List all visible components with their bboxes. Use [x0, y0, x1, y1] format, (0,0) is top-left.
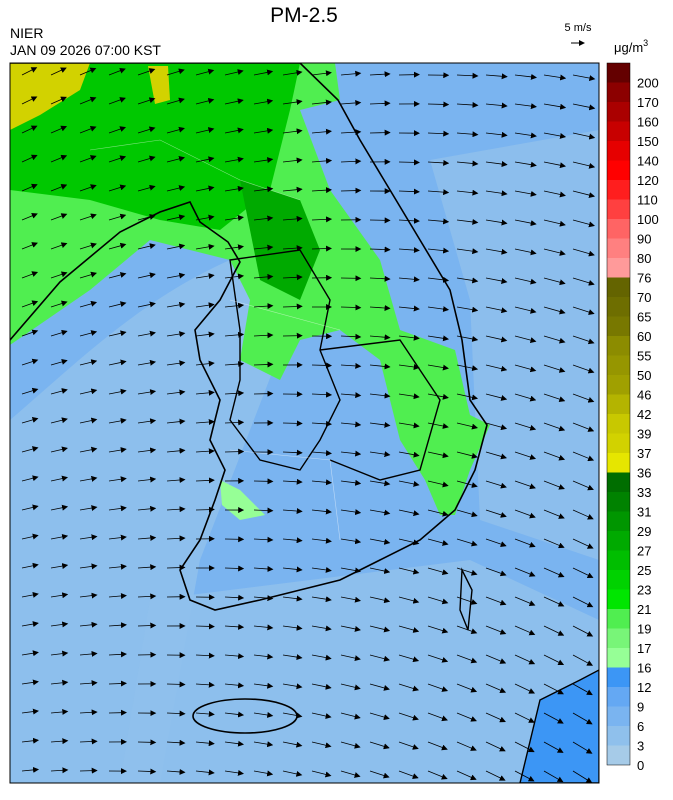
colorbar-segment — [607, 629, 630, 649]
unit-superscript: 3 — [643, 38, 648, 48]
colorbar-label: 160 — [637, 115, 659, 130]
colorbar-label: 55 — [637, 349, 651, 364]
colorbar-segment — [607, 63, 630, 83]
colorbar-segment — [607, 687, 630, 707]
colorbar-label: 29 — [637, 524, 651, 539]
colorbar-segment — [607, 551, 630, 571]
colorbar-label: 36 — [637, 466, 651, 481]
colorbar-segment — [607, 512, 630, 532]
wind-arrow — [283, 423, 302, 424]
colorbar-label: 25 — [637, 563, 651, 578]
colorbar-label: 39 — [637, 427, 651, 442]
colorbar-segment — [607, 336, 630, 356]
colorbar-label: 31 — [637, 505, 651, 520]
wind-arrow — [196, 509, 214, 510]
colorbar-segment — [607, 726, 630, 746]
colorbar: 0369121617192123252729313336373942465055… — [607, 63, 659, 773]
colorbar-segment — [607, 356, 630, 376]
unit-base: μg/m — [614, 40, 643, 55]
colorbar-label: 6 — [637, 719, 644, 734]
colorbar-label: 12 — [637, 680, 651, 695]
colorbar-label: 140 — [637, 154, 659, 169]
colorbar-segment — [607, 375, 630, 395]
colorbar-label: 200 — [637, 76, 659, 91]
colorbar-segment — [607, 590, 630, 610]
colorbar-label: 3 — [637, 739, 644, 754]
colorbar-label: 90 — [637, 232, 651, 247]
colorbar-segment — [607, 161, 630, 181]
wind-scale-label: 5 m/s — [565, 22, 592, 34]
colorbar-label: 80 — [637, 251, 651, 266]
colorbar-segment — [607, 395, 630, 415]
colorbar-segment — [607, 434, 630, 454]
colorbar-label: 60 — [637, 329, 651, 344]
colorbar-label: 100 — [637, 212, 659, 227]
colorbar-segment — [607, 453, 630, 473]
colorbar-label: 23 — [637, 583, 651, 598]
colorbar-label: 21 — [637, 602, 651, 617]
colorbar-label: 42 — [637, 407, 651, 422]
colorbar-segment — [607, 746, 630, 766]
colorbar-label: 170 — [637, 95, 659, 110]
colorbar-segment — [607, 648, 630, 668]
colorbar-label: 9 — [637, 700, 644, 715]
unit: μg/m3 — [614, 38, 648, 55]
colorbar-label: 50 — [637, 368, 651, 383]
colorbar-label: 27 — [637, 544, 651, 559]
colorbar-label: 19 — [637, 622, 651, 637]
timestamp: JAN 09 2026 07:00 KST — [10, 42, 161, 58]
colorbar-label: 46 — [637, 388, 651, 403]
colorbar-segment — [607, 258, 630, 278]
colorbar-segment — [607, 180, 630, 200]
colorbar-segment — [607, 239, 630, 259]
title: PM-2.5 — [270, 4, 338, 27]
colorbar-label: 37 — [637, 446, 651, 461]
colorbar-label: 17 — [637, 641, 651, 656]
colorbar-segment — [607, 473, 630, 493]
colorbar-segment — [607, 668, 630, 688]
colorbar-segment — [607, 609, 630, 629]
colorbar-segment — [607, 83, 630, 103]
colorbar-segment — [607, 297, 630, 317]
wind-arrow — [341, 190, 360, 191]
colorbar-segment — [607, 531, 630, 551]
colorbar-segment — [607, 492, 630, 512]
agency: NIER — [10, 25, 43, 41]
colorbar-label: 120 — [637, 173, 659, 188]
wind-arrow — [167, 684, 185, 685]
colorbar-label: 110 — [637, 193, 658, 208]
wind-arrow — [399, 162, 419, 163]
colorbar-segment — [607, 317, 630, 337]
colorbar-segment — [607, 414, 630, 434]
colorbar-segment — [607, 141, 630, 161]
colorbar-label: 70 — [637, 290, 651, 305]
colorbar-segment — [607, 219, 630, 239]
colorbar-label: 150 — [637, 134, 659, 149]
colorbar-label: 65 — [637, 310, 651, 325]
colorbar-label: 0 — [637, 758, 644, 773]
colorbar-label: 33 — [637, 485, 651, 500]
colorbar-segment — [607, 570, 630, 590]
colorbar-segment — [607, 200, 630, 220]
colorbar-segment — [607, 102, 630, 122]
colorbar-label: 16 — [637, 661, 651, 676]
colorbar-segment — [607, 122, 630, 142]
colorbar-label: 76 — [637, 271, 651, 286]
colorbar-segment — [607, 278, 630, 298]
map — [10, 63, 599, 783]
colorbar-segment — [607, 707, 630, 727]
